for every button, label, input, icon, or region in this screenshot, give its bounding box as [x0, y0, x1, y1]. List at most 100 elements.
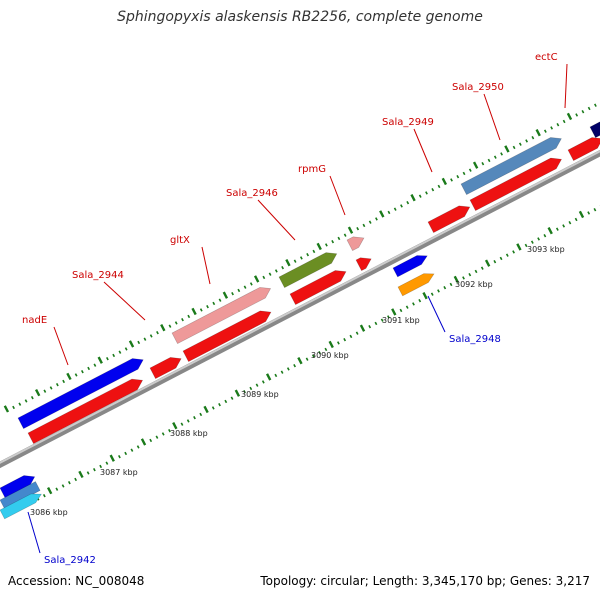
outer-tick: [581, 110, 585, 114]
inner-tick: [328, 340, 334, 349]
inner-tick: [42, 493, 46, 498]
inner-tick: [274, 373, 278, 378]
Sala_2946-feature: [278, 252, 338, 289]
outer-tick: [393, 207, 397, 211]
leader-line: [53, 326, 69, 366]
outer-tick: [362, 223, 366, 228]
outer-tick: [400, 204, 403, 208]
inner-tick: [336, 341, 340, 345]
inner-tick: [140, 438, 147, 446]
inner-tick: [297, 357, 303, 365]
cds-arrow: [149, 357, 182, 380]
inner-tick: [161, 432, 165, 436]
Sala_2942-blue-feature: [0, 475, 36, 500]
inner-tick: [405, 305, 409, 309]
inner-tick: [130, 448, 134, 452]
ectC-feature: [589, 121, 600, 139]
scale-label: 3093 kbp: [527, 245, 565, 254]
inner-tick: [78, 470, 84, 479]
inner-tick: [249, 386, 253, 391]
inner-tick: [474, 269, 478, 274]
scale-label: 3092 kbp: [455, 280, 493, 289]
outer-tick: [112, 353, 116, 358]
outer-tick: [93, 363, 97, 367]
outer-tick: [456, 175, 460, 179]
inner-tick: [430, 292, 434, 296]
inner-tick: [280, 370, 284, 374]
inner-tick: [224, 399, 228, 404]
leader-line: [103, 281, 146, 321]
inner-tick: [243, 389, 246, 394]
cds-arrow: [355, 257, 372, 272]
inner-tick: [437, 289, 440, 293]
outer-tick: [556, 123, 560, 127]
outer-tick: [418, 194, 422, 198]
cds-arrow: [427, 205, 471, 234]
inner-tick: [468, 273, 472, 277]
inner-tick: [211, 406, 215, 410]
inner-tick: [261, 380, 265, 384]
outer-tick: [3, 405, 10, 413]
Sala_2942-mid-feature: [0, 481, 41, 510]
gene-labels: nadE Sala_2944 gltX Sala_2946 rpmG Sala_2949 S…: [22, 52, 568, 566]
inner-tick: [524, 243, 528, 248]
outer-tick: [137, 340, 141, 345]
gene-label: Sala_2944: [72, 270, 124, 281]
cds-arrow: [469, 157, 562, 212]
inner-tick: [124, 451, 128, 456]
outer-tick: [160, 324, 166, 332]
inner-tick: [380, 318, 384, 322]
inner-tick: [593, 208, 597, 212]
inner-tick: [547, 227, 553, 235]
outer-tick: [410, 194, 416, 202]
inner-tick: [255, 383, 259, 387]
outer-tick: [368, 220, 372, 224]
inner-tick: [149, 438, 153, 443]
gene-label: Sala_2946: [226, 188, 278, 199]
outer-tick: [174, 321, 178, 325]
outer-tick: [262, 275, 266, 280]
outer-tick: [525, 139, 529, 143]
outer-tick: [74, 373, 78, 377]
inner-tick: [265, 373, 272, 381]
inner-tick: [574, 217, 578, 222]
outer-tick: [124, 347, 128, 351]
inner-tick: [512, 250, 515, 254]
inner-tick: [46, 486, 53, 495]
outer-tick: [481, 162, 485, 166]
outer-tick: [504, 145, 510, 153]
inner-tick: [493, 260, 497, 264]
inner-tick: [443, 286, 447, 290]
outer-tick: [299, 256, 303, 260]
gene-label: Sala_2950: [452, 82, 504, 93]
scale-label: 3091 kbp: [382, 316, 420, 325]
outer-tick: [324, 243, 328, 247]
feature-track: [0, 121, 600, 520]
inner-tick: [74, 477, 78, 482]
inner-tick: [109, 454, 115, 462]
outer-tick: [347, 226, 354, 234]
leader-line: [27, 511, 41, 554]
inner-tick: [86, 471, 90, 475]
gltX-feature: [171, 287, 272, 345]
outer-tick: [356, 227, 360, 231]
outer-tick: [594, 103, 597, 107]
inner-tick: [359, 324, 366, 332]
inner-tick: [399, 308, 403, 313]
outer-tick: [431, 188, 435, 192]
inner-tick: [516, 243, 522, 251]
outer-tick: [128, 340, 135, 348]
inner-tick: [505, 253, 509, 257]
outer-tick: [293, 259, 297, 263]
Sala_2948-feature: [397, 273, 435, 297]
inner-tick: [374, 321, 378, 326]
nadE-feature: [17, 358, 144, 430]
outer-tick: [472, 161, 479, 169]
outer-tick: [441, 177, 448, 186]
inner-tick: [193, 415, 196, 420]
outer-tick: [274, 269, 278, 273]
inner-tick: [293, 363, 296, 368]
inner-tick: [543, 234, 547, 238]
gene-label: Sala_2942: [44, 555, 96, 566]
